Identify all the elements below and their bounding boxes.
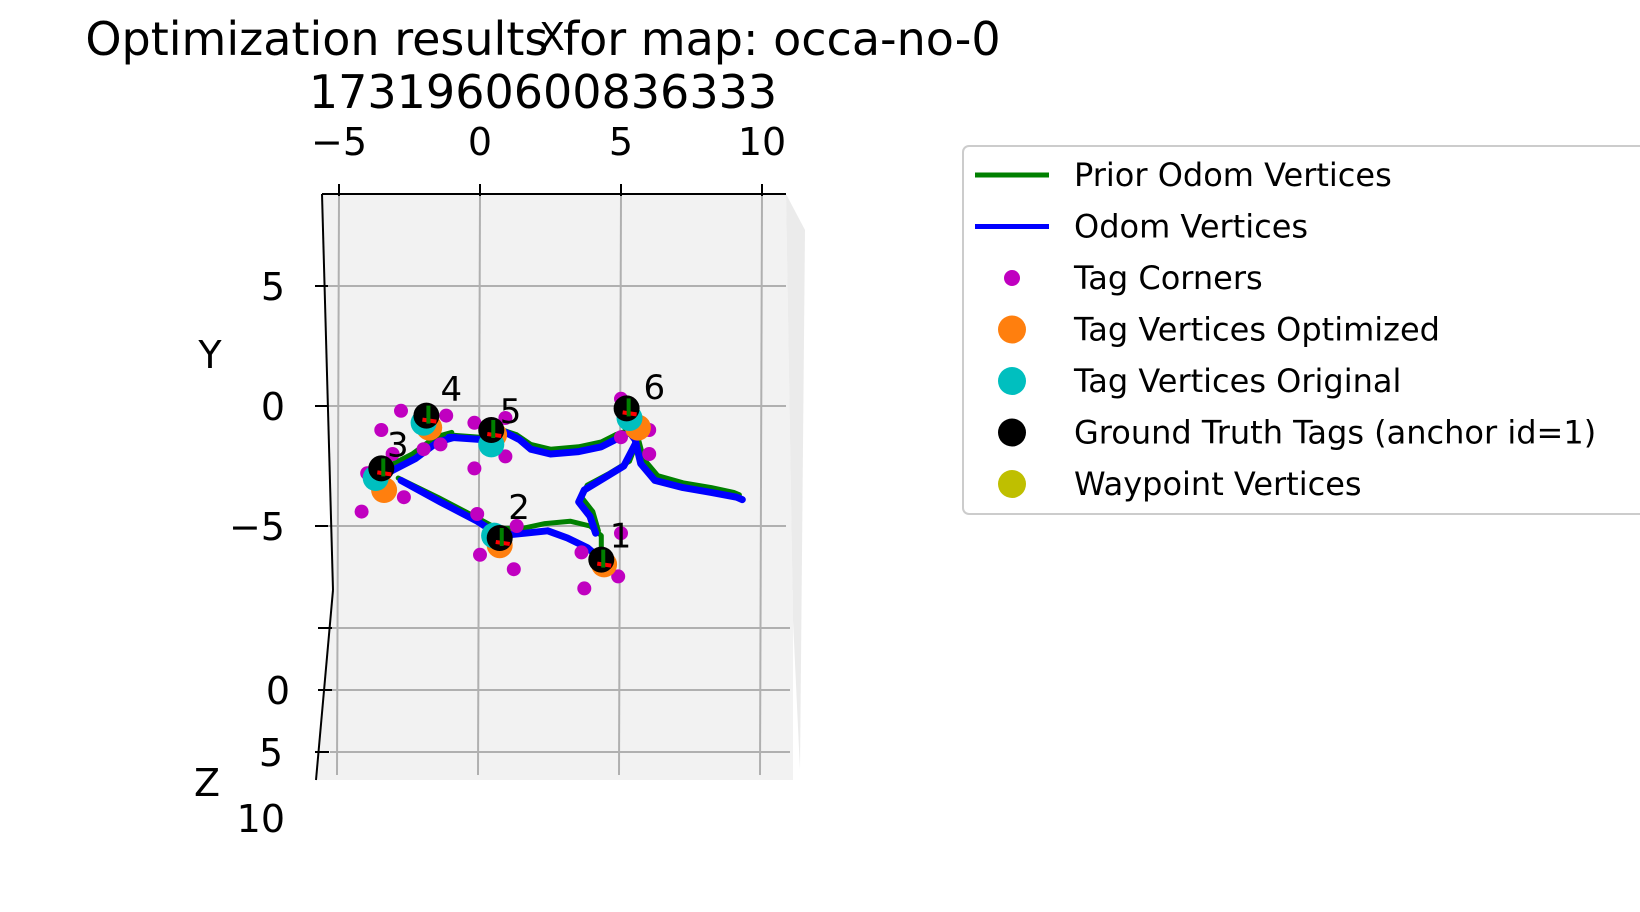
data-point-s9-14 [473,547,487,562]
tag-id-label-4: 5 [500,392,522,432]
plot-area: 1 2 345 6 [354,368,746,596]
tag-id-label-0: 1 [610,517,632,557]
data-point-s9-6 [467,415,482,430]
series-line-8 [397,476,605,564]
legend-frame [962,145,1640,515]
legend-label-0: Prior Odom Vertices [1074,156,1392,194]
legend-item-2: Tag Corners [1004,259,1263,297]
legend-label-3: Tag Vertices Optimized [1073,311,1440,349]
y-ticks: 5 0 −5 [229,265,328,549]
y-tick-label-2: −5 [229,505,285,549]
data-point-s9-15 [506,562,521,577]
series-line-6 [575,440,639,537]
tag-id-label-5: 6 [644,368,666,408]
grid-line-x-1 [477,193,481,776]
x-ticks: −5 0 5 10 [311,120,786,196]
data-point-s9-12 [396,490,411,505]
data-point-s9-3 [385,447,400,461]
data-point-s9-2 [433,437,448,452]
legend-item-4: Tag Vertices Original [998,362,1401,400]
legend-item-1: Odom Vertices [975,208,1308,246]
x-tick-label-3: 10 [738,120,786,164]
data-point-s9-18 [614,526,628,541]
data-point-s9-4 [374,423,389,437]
legend-swatch-3 [998,315,1026,344]
legend-item-3: Tag Vertices Optimized [998,311,1440,349]
grid-line-x-2 [618,193,622,776]
data-point-s9-23 [614,430,628,445]
data-point-s9-5 [416,442,431,457]
data-point-s9-1 [439,408,454,423]
x-tick-label-0: −5 [311,120,367,164]
legend-swatch-4 [998,367,1026,395]
lower-pane [316,590,793,780]
legend-label-6: Waypoint Vertices [1074,465,1362,503]
y-tick-label-0: 5 [261,265,285,309]
x-tick-label-1: 0 [468,120,492,164]
data-point-s9-24 [642,447,657,461]
y-axis-line [321,193,334,591]
z-tick-label-0: 0 [266,669,290,713]
legend-label-5: Ground Truth Tags (anchor id=1) [1074,414,1596,452]
data-point-s9-13 [470,507,485,521]
legend-label-4: Tag Vertices Original [1073,362,1401,400]
grid-line-x-3 [759,193,763,776]
z-ticks: 0 5 10 [237,627,332,841]
legend-item-0: Prior Odom Vertices [975,156,1392,194]
z-axis-line [315,589,334,781]
x-axis-label: X [539,15,565,59]
y-axis-label: Y [197,333,222,377]
data-point-s9-8 [498,449,513,464]
right-pane [786,194,805,770]
legend-swatch-6 [998,470,1026,498]
y-tick-label-1: 0 [261,385,285,429]
data-point-s9-11 [354,504,369,519]
grid-line-x-0 [336,193,340,776]
z-tick-label-2: 10 [237,797,285,841]
z-axis-label: Z [194,761,220,805]
legend: Prior Odom Vertices Odom Vertices Tag Corn… [962,145,1640,515]
data-point-s9-0 [394,403,408,418]
chart-title-line2: 1731960600836333 [309,65,777,119]
data-point-s12-3 [486,525,513,551]
tag-id-label-1: 2 [508,488,530,528]
chart-title-line1: Optimization results for map: occa-no-0 [85,12,1000,66]
axes-frame [315,193,786,781]
legend-item-6: Waypoint Vertices [998,465,1362,503]
data-point-s9-17 [574,545,589,560]
data-point-s12-4 [613,395,640,422]
legend-label-1: Odom Vertices [1074,208,1308,246]
legend-label-2: Tag Corners [1073,259,1263,297]
data-point-s9-16 [509,519,524,533]
data-point-s9-20 [577,581,592,596]
legend-swatch-2 [1004,270,1020,286]
data-point-s12-0 [413,402,440,429]
legend-item-5: Ground Truth Tags (anchor id=1) [998,414,1596,452]
data-point-s9-9 [467,461,482,476]
data-point-s9-19 [611,569,626,584]
tag-id-label-2: 3 [387,425,409,465]
legend-swatch-5 [998,418,1026,447]
data-point-s9-7 [498,411,513,425]
x-tick-label-2: 5 [609,120,633,164]
z-tick-label-1: 5 [259,731,283,775]
tag-id-label-3: 4 [441,370,463,410]
